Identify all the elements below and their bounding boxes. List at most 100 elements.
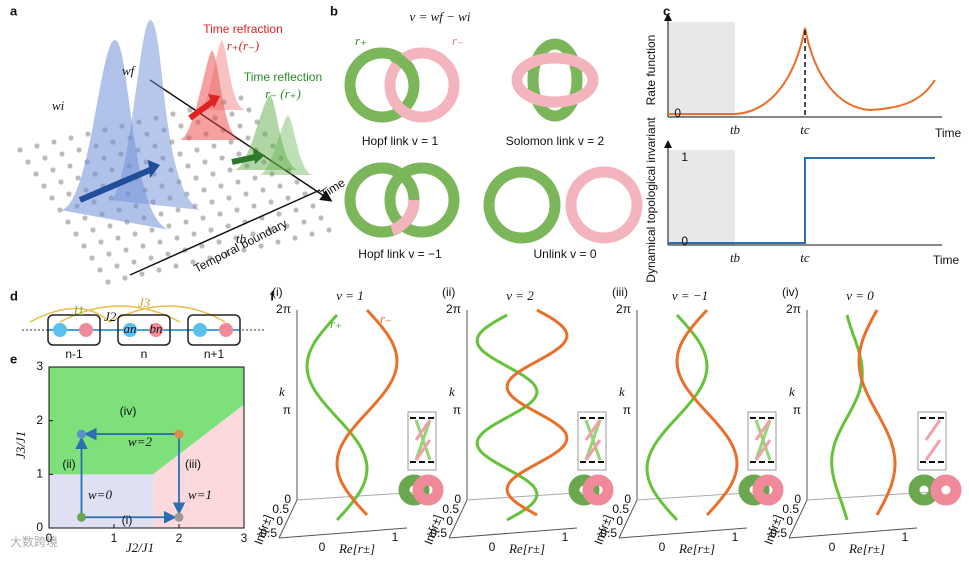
lattice-dot (233, 235, 239, 241)
lattice-dot (73, 231, 79, 237)
label: 1 (392, 530, 399, 544)
lattice-dot (226, 195, 232, 201)
lattice-dot (225, 223, 231, 229)
label: 0 (319, 540, 326, 554)
lattice-dot (310, 203, 316, 209)
lattice-dot (292, 235, 298, 241)
label: r₊ (355, 33, 367, 48)
panel-label: a (10, 3, 18, 18)
label: n (141, 347, 148, 361)
lattice-dot (268, 199, 274, 205)
lattice-dot (309, 231, 315, 237)
label: (ii) (62, 457, 75, 471)
label: Re[r±] (678, 541, 715, 556)
label: r₋ (452, 33, 464, 48)
lattice-dot (140, 243, 146, 249)
label: tb (730, 122, 741, 137)
lattice-dot (216, 239, 222, 245)
label: 0.5 (442, 502, 459, 516)
lattice-dot (193, 175, 199, 181)
ring (568, 474, 600, 506)
label: Rate function (644, 35, 658, 106)
curve (335, 308, 399, 517)
arrow (188, 99, 214, 121)
label: w=1 (188, 487, 212, 502)
label: n+1 (204, 347, 225, 361)
lattice-dot (294, 179, 300, 185)
label: r₋ (380, 311, 392, 326)
lattice-dot (275, 239, 281, 245)
lattice-dot (190, 259, 196, 265)
y-tick-label: 3 (36, 359, 43, 373)
lattice-dot (97, 267, 103, 273)
inset-link (754, 419, 772, 461)
lattice-dot (68, 135, 74, 141)
label: k (279, 384, 285, 399)
lattice-dot (149, 227, 155, 233)
panel-label: f (270, 288, 275, 303)
lattice-dot (115, 235, 121, 241)
label: Time reflection (244, 70, 322, 84)
lattice-dot (175, 207, 181, 213)
label: v = 1 (336, 288, 364, 303)
lattice-dot (246, 107, 252, 113)
label: J2 (104, 309, 117, 324)
unit-cell (187, 314, 241, 346)
label: (i) (122, 513, 133, 527)
ring (483, 166, 561, 244)
lattice-dot (76, 147, 82, 153)
panel-label: c (663, 3, 670, 18)
label: 2π (276, 302, 291, 316)
label: 0.5 (782, 502, 799, 516)
label: J3/J1 (13, 431, 28, 459)
lattice-dot (106, 251, 112, 257)
lattice-dot (200, 215, 206, 221)
label: J2/J1 (126, 540, 154, 555)
label: -0.5 (256, 526, 277, 540)
lattice-dot (228, 139, 234, 145)
lattice-dot (157, 239, 163, 245)
lattice-dot (173, 263, 179, 269)
label: 1 (732, 530, 739, 544)
lattice-dot (235, 179, 241, 185)
x-tick-label: 0 (46, 531, 53, 545)
label: 2π (786, 302, 801, 316)
site-a (53, 323, 67, 337)
label: 0 (794, 492, 801, 506)
label: tc (800, 250, 810, 265)
label: v = wf − wi (410, 9, 471, 24)
point (174, 512, 184, 522)
label: bn (150, 321, 163, 336)
lattice-dot (245, 135, 251, 141)
label: 2π (616, 302, 631, 316)
ring (738, 474, 770, 506)
ring (582, 474, 614, 506)
label: 0 (674, 106, 681, 120)
curve (857, 309, 897, 516)
arrow (78, 167, 152, 203)
lattice-dot (187, 107, 193, 113)
lattice-dot (131, 259, 137, 265)
axis (278, 527, 408, 539)
lattice-dot (234, 207, 240, 213)
lattice-dot (250, 231, 256, 237)
label: Time refraction (203, 22, 283, 36)
lattice-dot (166, 223, 172, 229)
label: J1 (72, 303, 84, 318)
site-a (123, 323, 137, 337)
lattice-dot (25, 159, 31, 165)
label: 0 (284, 492, 291, 506)
panel-label: e (10, 351, 17, 366)
lattice-dot (98, 239, 104, 245)
ring (389, 199, 420, 236)
curve (830, 314, 864, 521)
label: Re[r±] (508, 541, 545, 556)
lattice-dot (170, 111, 176, 117)
label: wf (122, 63, 137, 78)
lattice-dot (158, 211, 164, 217)
label: Hopf link v = −1 (358, 247, 442, 261)
site-b (219, 323, 233, 337)
ring (384, 162, 460, 238)
curve (645, 313, 709, 522)
